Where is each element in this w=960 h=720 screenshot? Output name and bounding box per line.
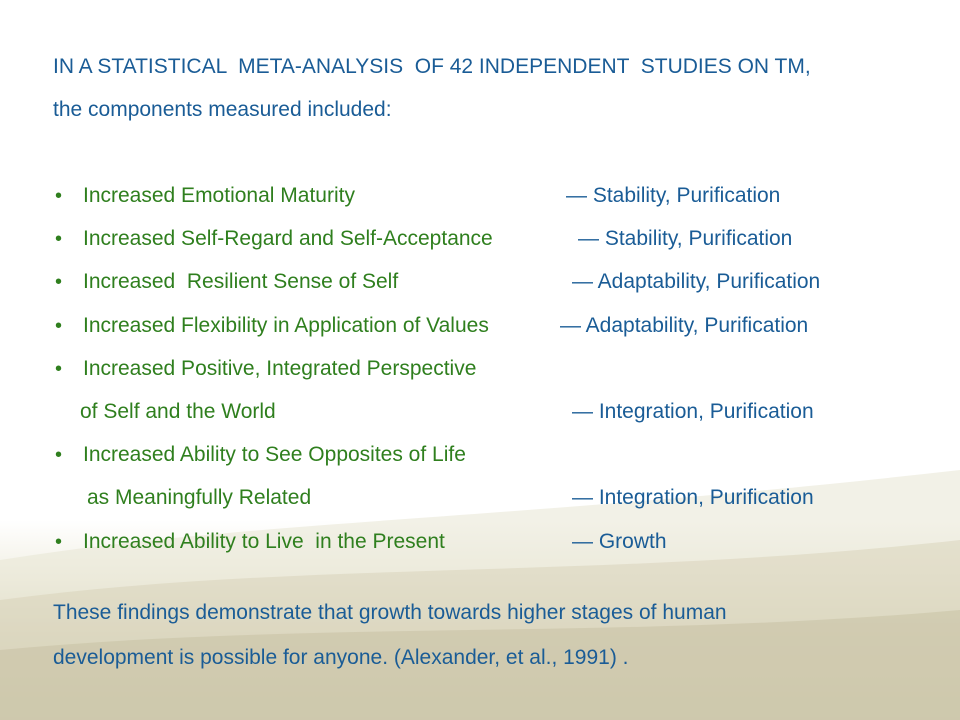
bullet-icon: • (55, 358, 63, 380)
item-6-text: Increased Ability to See Opposites of Li… (83, 443, 466, 466)
bullet-icon: • (55, 228, 63, 250)
item-3-value: — Adaptability, Purification (572, 270, 821, 293)
bullet-icon: • (55, 271, 63, 293)
item-6-continuation: as Meaningfully Related (87, 486, 312, 509)
intro-line-1: IN A STATISTICAL META-ANALYSIS OF 42 IND… (53, 55, 811, 78)
item-1-text: Increased Emotional Maturity (83, 184, 355, 207)
bullet-icon: • (55, 185, 63, 207)
item-5-value: — Integration, Purification (572, 400, 814, 423)
item-4-text: Increased Flexibility in Application of … (83, 314, 489, 337)
item-7-value: — Growth (572, 530, 667, 553)
bullet-icon: • (55, 315, 63, 337)
item-5-continuation: of Self and the World (80, 400, 276, 423)
intro-line-2: the components measured included: (53, 98, 392, 121)
bullet-icon: • (55, 531, 63, 553)
bullet-icon: • (55, 444, 63, 466)
item-1-value: — Stability, Purification (566, 184, 781, 207)
item-3-text: Increased Resilient Sense of Self (83, 270, 399, 293)
item-4-value: — Adaptability, Purification (560, 314, 809, 337)
conclusion-line-1: These findings demonstrate that growth t… (53, 601, 727, 624)
conclusion-line-2: development is possible for anyone. (Ale… (53, 646, 629, 669)
item-6-value: — Integration, Purification (572, 486, 814, 509)
item-2-value: — Stability, Purification (578, 227, 793, 250)
item-7-text: Increased Ability to Live in the Present (83, 530, 445, 553)
item-2-text: Increased Self-Regard and Self-Acceptanc… (83, 227, 493, 250)
item-5-text: Increased Positive, Integrated Perspecti… (83, 357, 477, 380)
